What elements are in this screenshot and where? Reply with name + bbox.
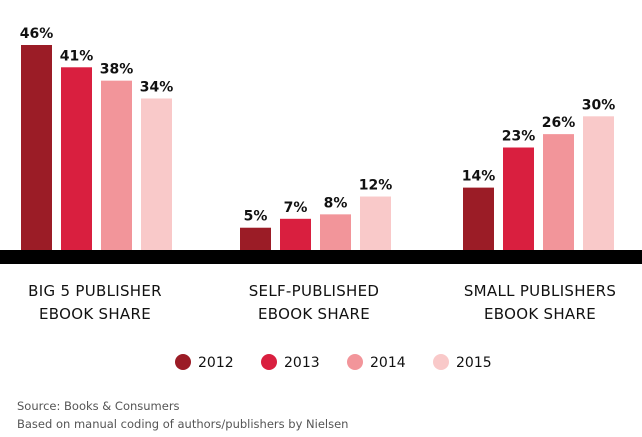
bar-2015-cat2 [583,116,614,250]
value-label-2013-cat0: 41% [60,48,94,64]
bar-2013-cat1 [280,218,311,250]
bar-2014-cat2 [543,134,574,250]
category-label-0-line0: BIG 5 PUBLISHER [28,282,162,300]
legend-label-2013: 2013 [284,355,320,371]
bar-2014-cat0 [101,80,132,250]
source-note: Source: Books & Consumers [17,399,180,413]
legend: 2012 2013 2014 2015 [175,354,492,371]
value-label-2015-cat1: 12% [359,178,393,194]
value-label-2013-cat2: 23% [502,129,536,145]
method-note: Based on manual coding of authors/publis… [17,417,348,431]
bar-2014-cat1 [320,214,351,250]
bar-2012-cat2 [463,187,494,250]
legend-label-2015: 2015 [456,355,492,371]
value-label-2012-cat1: 5% [244,209,268,225]
bars-group: 46% 5% 14% 41% 7% 23% 38% 8% 26% 34% 12% 30% [20,26,616,250]
category-label-2-line0: SMALL PUBLISHERS [464,282,616,300]
legend-label-2014: 2014 [370,355,406,371]
legend-swatch-2013 [261,354,277,370]
bar-2015-cat1 [360,196,391,250]
category-label-1-line0: SELF-PUBLISHED [249,282,380,300]
legend-swatch-2012 [175,354,191,370]
category-labels: BIG 5 PUBLISHER EBOOK SHARE SELF-PUBLISHED… [28,282,616,323]
value-label-2012-cat0: 46% [20,26,54,42]
value-label-2014-cat1: 8% [324,195,348,211]
legend-swatch-2015 [433,354,449,370]
legend-label-2012: 2012 [198,355,234,371]
x-axis-baseline [0,250,642,264]
bar-2012-cat1 [240,227,271,250]
category-label-2-line1: EBOOK SHARE [484,305,596,323]
value-label-2013-cat1: 7% [284,200,308,216]
bar-2013-cat0 [61,67,92,250]
bar-2015-cat0 [141,98,172,250]
value-label-2014-cat0: 38% [100,62,134,78]
legend-swatch-2014 [347,354,363,370]
bar-2013-cat2 [503,147,534,250]
value-label-2014-cat2: 26% [542,115,576,131]
value-label-2015-cat0: 34% [140,79,174,95]
category-label-1-line1: EBOOK SHARE [258,305,370,323]
value-label-2012-cat2: 14% [462,169,496,185]
category-label-0-line1: EBOOK SHARE [39,305,151,323]
bar-2012-cat0 [21,45,52,250]
value-label-2015-cat2: 30% [582,97,616,113]
